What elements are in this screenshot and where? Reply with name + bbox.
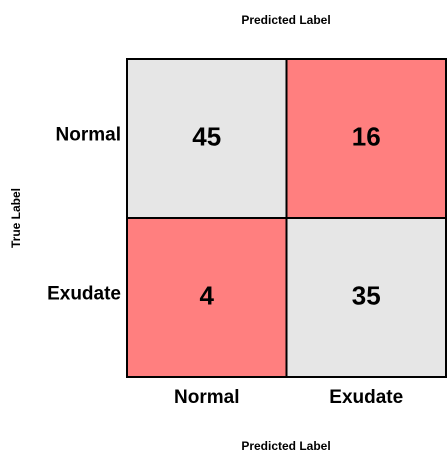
cell-value: 45 bbox=[192, 121, 221, 151]
cell bbox=[285, 58, 447, 219]
cell bbox=[126, 217, 288, 378]
cell bbox=[126, 58, 288, 219]
x-tick-label: Normal bbox=[174, 387, 239, 408]
cell-value: 4 bbox=[200, 280, 215, 310]
cell-value: 35 bbox=[352, 280, 381, 310]
cell bbox=[285, 217, 447, 378]
chart-title: Predicted Label bbox=[241, 13, 330, 27]
x-tick-label: Exudate bbox=[329, 387, 403, 408]
y-axis-label: True Label bbox=[9, 188, 23, 248]
y-tick-label: Normal bbox=[56, 125, 121, 146]
cell-value: 16 bbox=[352, 121, 381, 151]
x-axis-label: Predicted Label bbox=[241, 439, 330, 453]
y-tick-label: Exudate bbox=[47, 284, 121, 305]
